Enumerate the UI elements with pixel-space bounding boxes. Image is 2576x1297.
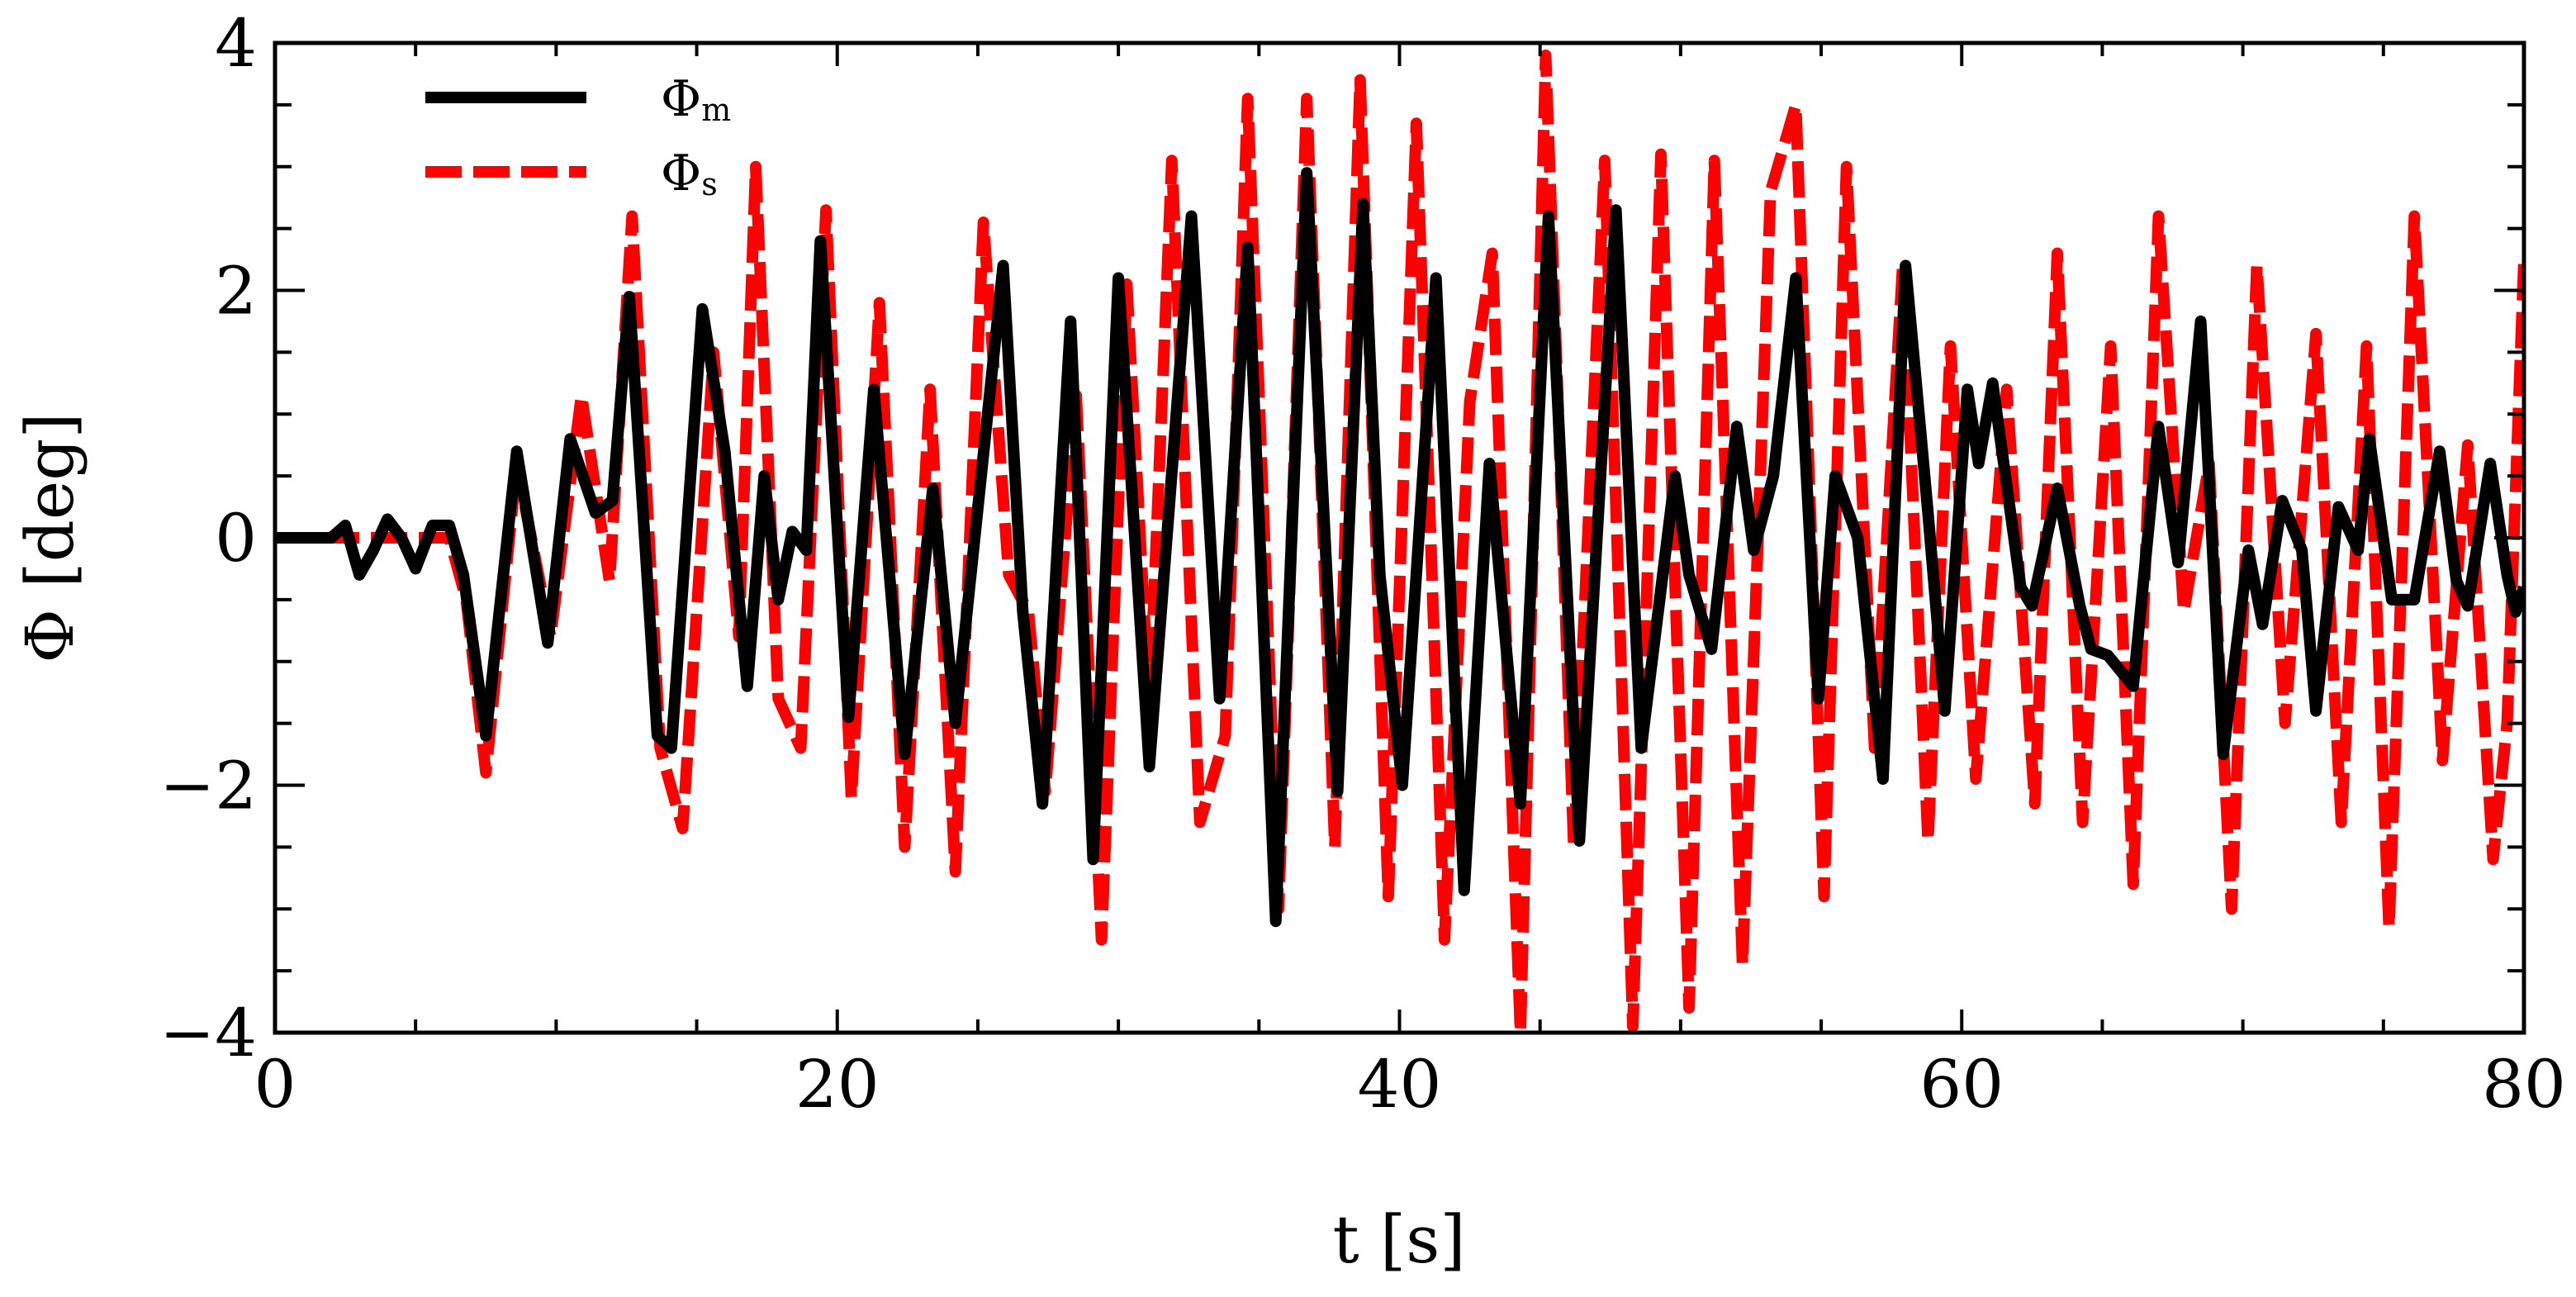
x-tick-label: 60 [1919, 1046, 2004, 1123]
legend-subscript-phi-s: s [701, 166, 718, 202]
y-tick-label: 2 [215, 253, 257, 330]
legend-label-phi-s: Φs [661, 145, 718, 202]
tick-labels-layer: 0 20 40 60 80 −4 −2 0 2 4 [159, 5, 2566, 1123]
series-layer [275, 50, 2524, 1033]
y-axis-title: Φ [deg] [12, 412, 88, 663]
legend-label-phi-m: Φm [661, 70, 731, 128]
legend: Φm Φs [425, 70, 731, 202]
x-axis-title: t [s] [1332, 1201, 1465, 1278]
y-tick-label: −4 [159, 995, 257, 1071]
x-tick-label: 0 [254, 1046, 297, 1123]
y-tick-label: −2 [159, 748, 257, 824]
series-line-phi-m [275, 167, 2524, 928]
x-tick-label: 40 [1358, 1046, 1442, 1123]
legend-symbol-phi-s: Φ [661, 145, 701, 202]
legend-subscript-phi-m: m [701, 92, 731, 128]
y-tick-label: 0 [215, 500, 257, 577]
legend-symbol-phi-m: Φ [661, 70, 701, 128]
x-tick-label: 20 [795, 1046, 880, 1123]
x-tick-label: 80 [2482, 1046, 2566, 1123]
y-tick-label: 4 [215, 5, 257, 82]
series-line-phi-s [275, 50, 2524, 1033]
ticks-layer [273, 41, 2526, 1034]
